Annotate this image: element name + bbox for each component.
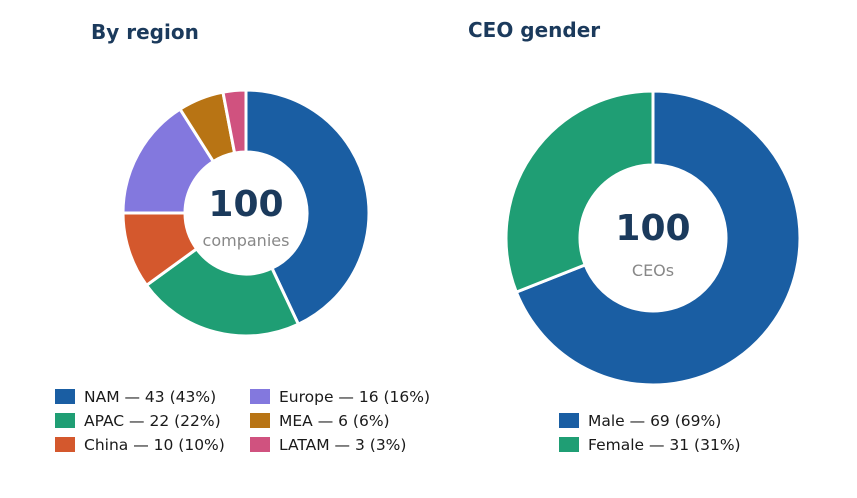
- gender-center-value: 100: [615, 208, 690, 249]
- gender-legend-swatch-male: [559, 413, 579, 428]
- region-center-label: companies: [203, 231, 290, 250]
- region-legend-label-europe: Europe — 16 (16%): [279, 388, 430, 406]
- region-legend-swatch-mea: [250, 413, 270, 428]
- region-legend-label-china: China — 10 (10%): [84, 436, 225, 454]
- region-slice-latam: [221, 88, 248, 155]
- gender-legend-label-female: Female — 31 (31%): [588, 436, 741, 454]
- region-legend-swatch-china: [55, 437, 75, 452]
- region-slice-apac: [144, 246, 301, 338]
- gender-legend-swatch-female: [559, 437, 579, 452]
- region-legend-label-mea: MEA — 6 (6%): [279, 412, 390, 430]
- gender-slice-female: [504, 89, 655, 295]
- region-center-value: 100: [208, 184, 283, 225]
- gender-chart-title: CEO gender: [468, 18, 601, 42]
- region-legend-label-apac: APAC — 22 (22%): [84, 412, 221, 430]
- gender-center-label: CEOs: [632, 261, 674, 280]
- region-legend-swatch-europe: [250, 389, 270, 404]
- gender-slice-male: [514, 89, 802, 387]
- region-chart-title: By region: [91, 20, 199, 44]
- region-legend-swatch-latam: [250, 437, 270, 452]
- region-legend-swatch-nam: [55, 389, 75, 404]
- region-slice-nam: [244, 88, 371, 327]
- region-legend-label-nam: NAM — 43 (43%): [84, 388, 216, 406]
- region-legend-label-latam: LATAM — 3 (3%): [279, 436, 406, 454]
- region-legend-swatch-apac: [55, 413, 75, 428]
- gender-legend-label-male: Male — 69 (69%): [588, 412, 721, 430]
